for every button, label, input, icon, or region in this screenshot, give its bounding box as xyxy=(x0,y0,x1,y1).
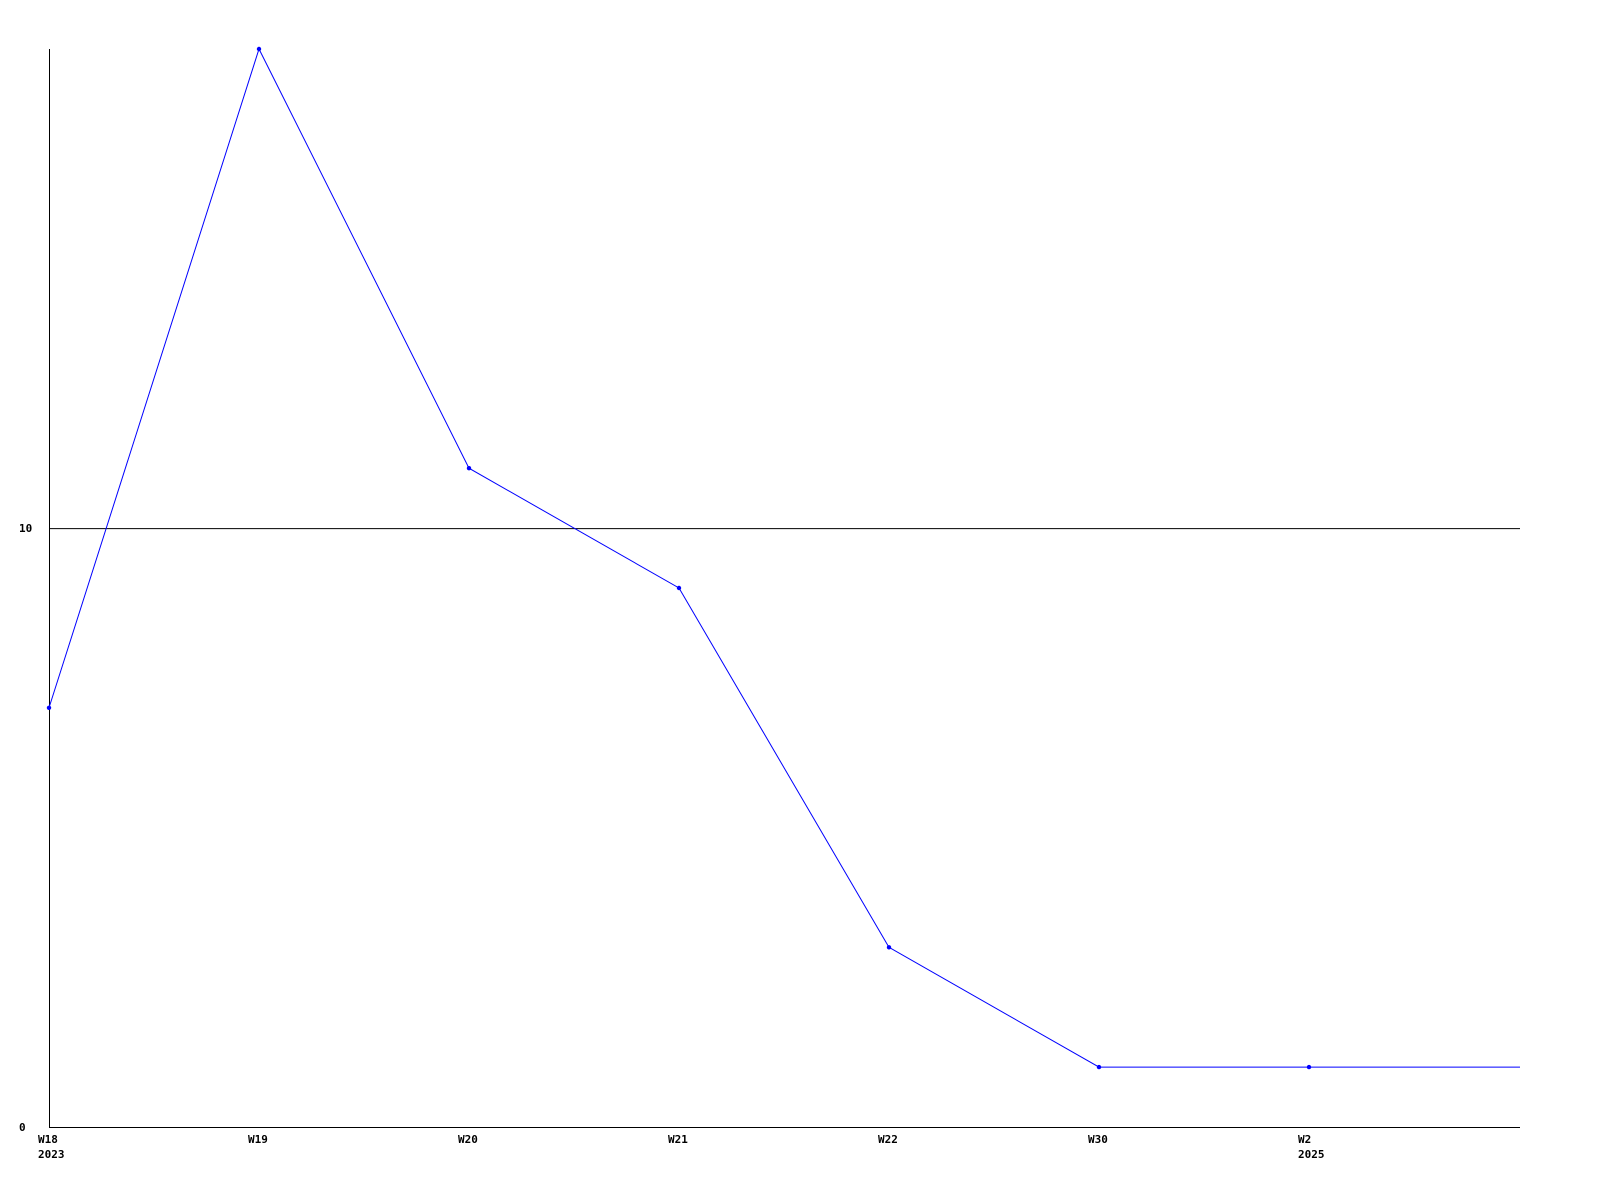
data-point xyxy=(1306,1064,1312,1070)
data-point xyxy=(466,466,472,471)
x-tick-label: W2 xyxy=(1298,1133,1311,1146)
x-tick-label: W18 xyxy=(38,1133,58,1146)
data-point xyxy=(676,585,682,591)
series-line xyxy=(46,46,1520,1070)
axes xyxy=(49,49,1520,1128)
data-point xyxy=(886,945,892,950)
x-tick-label: W19 xyxy=(248,1133,268,1146)
y-tick-labels: 0 10 xyxy=(19,522,32,1134)
x-tick-labels: W18 2023 W19 W20 W21 W22 W30 W2 2025 xyxy=(38,1133,1325,1161)
x-tick-label: W30 xyxy=(1088,1133,1108,1146)
x-tick-label: W21 xyxy=(668,1133,688,1146)
data-point xyxy=(1096,1064,1102,1070)
x-tick-label: W20 xyxy=(458,1133,478,1146)
x-tick-sublabel: 2023 xyxy=(38,1148,65,1161)
y-tick-label: 10 xyxy=(19,522,32,535)
data-point xyxy=(256,46,262,52)
data-point xyxy=(46,705,52,710)
x-tick-sublabel: 2025 xyxy=(1298,1148,1325,1161)
x-tick-label: W22 xyxy=(878,1133,898,1146)
series-path xyxy=(48,47,1520,1068)
y-tick-label: 0 xyxy=(19,1121,26,1134)
